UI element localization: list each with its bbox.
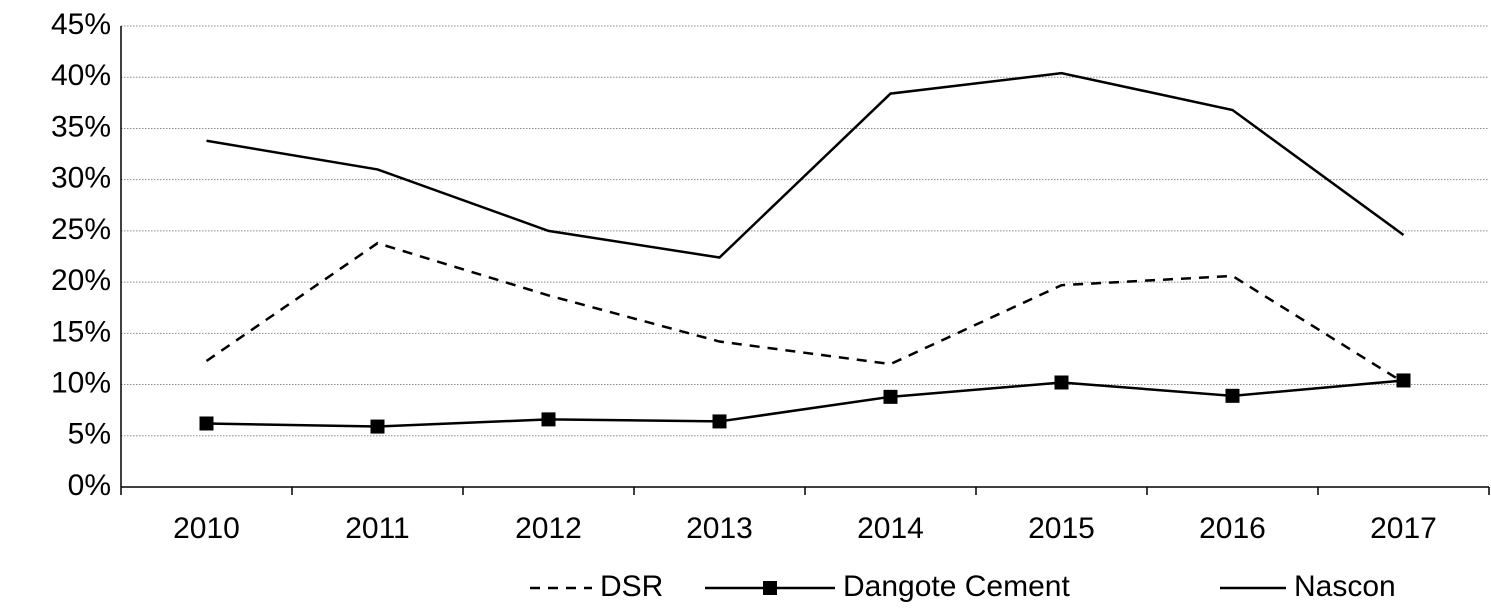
marker [1054, 375, 1069, 390]
y-tick-label: 35% [51, 110, 111, 143]
legend-label: Dangote Cement [843, 570, 1070, 603]
y-tick-label: 25% [51, 213, 111, 246]
x-tick-label: 2013 [686, 512, 753, 545]
marker [712, 414, 727, 429]
marker [1396, 373, 1411, 388]
legend-marker [763, 581, 777, 595]
x-tick-label: 2012 [515, 512, 582, 545]
y-tick-label: 15% [51, 315, 111, 348]
marker [199, 416, 214, 431]
x-tick-label: 2011 [345, 512, 410, 545]
y-tick-label: 45% [51, 8, 111, 41]
series-line [206, 71, 1405, 259]
marker [541, 412, 556, 427]
series-line [205, 241, 1405, 384]
marker [370, 419, 385, 434]
x-tick-label: 2016 [1199, 512, 1266, 545]
y-tick-label: 0% [68, 469, 111, 502]
y-tick-label: 10% [51, 366, 111, 399]
x-tick-label: 2017 [1370, 512, 1437, 545]
x-tick-label: 2014 [857, 512, 924, 545]
x-tick-label: 2015 [1028, 512, 1095, 545]
y-tick-label: 30% [51, 162, 111, 195]
x-tick-label: 2010 [173, 512, 240, 545]
legend-label: DSR [600, 570, 663, 603]
y-tick-label: 5% [68, 418, 111, 451]
y-tick-label: 20% [51, 264, 111, 297]
marker [1225, 388, 1240, 403]
legend-label: Nascon [1294, 570, 1396, 603]
series-line [206, 379, 1404, 428]
marker [883, 389, 898, 404]
y-tick-label: 40% [51, 59, 111, 92]
